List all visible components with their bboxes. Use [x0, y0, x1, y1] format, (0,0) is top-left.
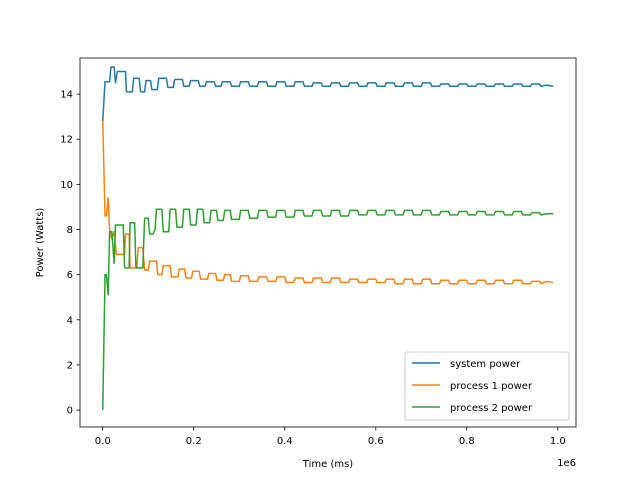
x-tick-label: 1.0	[550, 436, 566, 447]
legend: system power process 1 power process 2 pow…	[404, 351, 570, 421]
y-tick-label: 4	[67, 315, 73, 326]
y-tick-label: 10	[60, 180, 73, 191]
y-tick-label: 12	[60, 135, 73, 146]
y-axis: 0 2 4 6 8 10 12 14	[60, 90, 80, 417]
y-axis-label: Power (Watts)	[35, 208, 46, 278]
series-line-2	[102, 121, 554, 285]
legend-label-3: process 2 power	[450, 403, 533, 414]
x-axis-offset-label: 1e6	[557, 458, 576, 469]
x-tick-label: 0.8	[459, 436, 475, 447]
plot-area	[102, 66, 554, 411]
y-tick-label: 14	[60, 90, 73, 101]
y-tick-label: 2	[67, 360, 73, 371]
x-tick-label: 0.2	[186, 436, 202, 447]
x-axis-label: Time (ms)	[302, 459, 354, 470]
series-line-1	[102, 66, 554, 122]
y-tick-label: 6	[67, 270, 73, 281]
x-tick-label: 0.6	[368, 436, 384, 447]
x-tick-label: 0.4	[277, 436, 293, 447]
legend-label-1: system power	[450, 359, 521, 370]
legend-label-2: process 1 power	[450, 381, 533, 392]
y-tick-label: 0	[67, 406, 73, 417]
legend-frame	[404, 351, 570, 421]
series-line-3	[102, 208, 554, 411]
axes-frame	[79, 57, 577, 428]
x-tick-label: 0.0	[95, 436, 111, 447]
x-axis: 0.0 0.2 0.4 0.6 0.8 1.0	[95, 427, 566, 447]
y-tick-label: 8	[67, 225, 73, 236]
